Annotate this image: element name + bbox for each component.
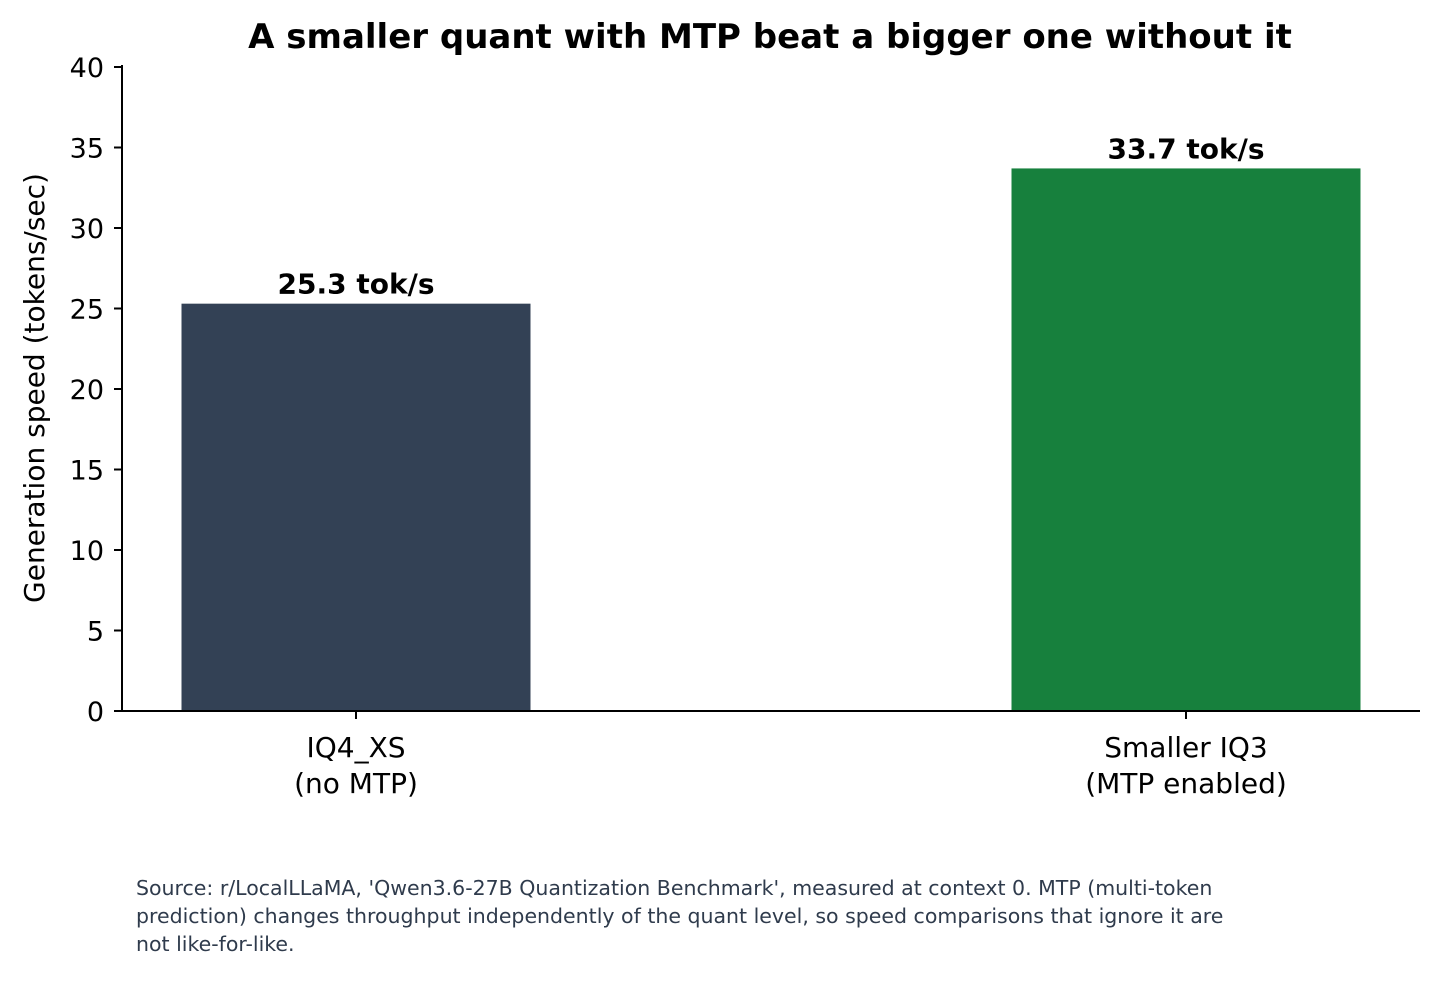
chart-title: A smaller quant with MTP beat a bigger o… bbox=[248, 17, 1292, 57]
bar-data-labels: 25.3 tok/s 33.7 tok/s bbox=[278, 132, 1265, 300]
y-tick-label: 20 bbox=[70, 375, 104, 406]
x-tick-label: IQ4_XS (no MTP) bbox=[294, 731, 418, 800]
x-tick-label-line: (no MTP) bbox=[294, 767, 418, 800]
x-tick-label: Smaller IQ3 (MTP enabled) bbox=[1085, 731, 1287, 800]
x-tick-label-line: IQ4_XS bbox=[306, 731, 405, 764]
bar bbox=[181, 303, 531, 711]
y-tick-label: 30 bbox=[70, 214, 104, 245]
y-tick-label: 10 bbox=[70, 536, 104, 567]
y-axis-label: Generation speed (tokens/sec) bbox=[18, 173, 51, 603]
y-tick-label: 35 bbox=[70, 134, 104, 165]
bars bbox=[181, 168, 1361, 711]
y-tick-label: 15 bbox=[70, 456, 104, 487]
bar bbox=[1011, 168, 1361, 711]
x-tick-label-line: (MTP enabled) bbox=[1085, 767, 1287, 800]
y-axis-ticks: 0 5 10 15 20 25 30 35 40 bbox=[70, 53, 122, 728]
source-footnote: Source: r/LocalLLaMA, 'Qwen3.6-27B Quant… bbox=[136, 876, 1224, 956]
x-axis-ticks: IQ4_XS (no MTP) Smaller IQ3 (MTP enabled) bbox=[294, 711, 1287, 800]
y-tick-label: 40 bbox=[70, 53, 104, 84]
y-tick-label: 0 bbox=[87, 697, 104, 728]
y-tick-label: 5 bbox=[87, 617, 104, 648]
bar-value-label: 33.7 tok/s bbox=[1108, 132, 1265, 165]
x-tick-label-line: Smaller IQ3 bbox=[1104, 731, 1268, 764]
bar-value-label: 25.3 tok/s bbox=[278, 268, 435, 301]
y-tick-label: 25 bbox=[70, 295, 104, 326]
